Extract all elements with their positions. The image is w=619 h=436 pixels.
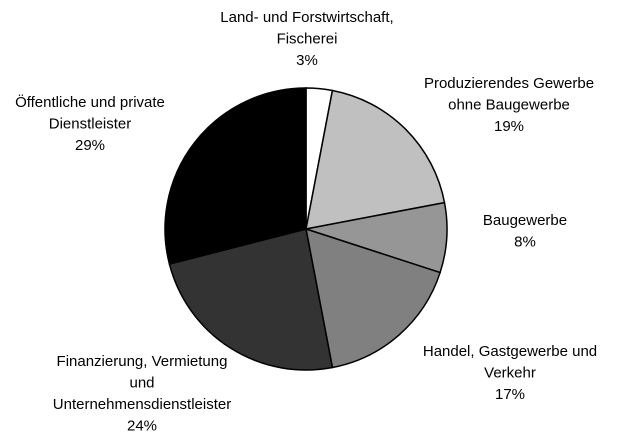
value-label: 29% [75,137,105,154]
slice-label: Handel, Gastgewerbe und [423,343,597,360]
slice-label: Fischerei [277,30,338,47]
pie-slice [305,227,442,369]
slice-label: Baugewerbe [483,212,567,229]
value-label: 8% [514,233,536,250]
pie-slice [305,89,446,230]
slice-label: ohne Baugewerbe [448,96,570,113]
pie-slice [168,228,334,371]
pie-slice [164,87,307,265]
value-label: 3% [296,52,318,69]
value-label: 17% [495,386,525,403]
slice-label: Unternehmensdienstleister [53,396,231,413]
slice-label: Land- und Forstwirtschaft, [220,9,393,26]
slice-label: Finanzierung, Vermietung [57,353,228,370]
value-label: 19% [494,118,524,135]
slice-label: Verkehr [484,364,536,381]
slice-label: Dienstleister [49,115,132,132]
slice-label: Produzierendes Gewerbe [424,75,594,92]
value-label: 24% [127,417,157,434]
slice-label: und [129,374,154,391]
slice-label: Öffentliche und private [15,93,165,111]
